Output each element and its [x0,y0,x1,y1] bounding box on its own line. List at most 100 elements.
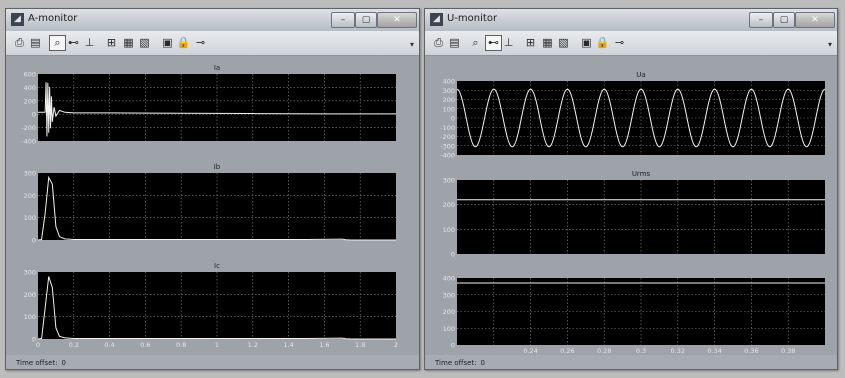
y-tick-label: 100 [443,105,455,113]
axes-title: Ib [214,163,221,171]
axes-title: Ia [214,64,220,72]
y-tick-label: 300 [443,291,455,299]
zoom-y-icon[interactable]: ⊥ [503,36,514,49]
u-monitor-window: ◢ U-monitor – ▢ ✕ ⎙ ▤ ⌕ ⊷ ⊥ ⊞ ▦ ▧ ▣ 🔒 ⊸ … [424,8,838,370]
toolbar-chevron-icon[interactable]: ▾ [827,40,832,49]
x-tick-label: 1.4 [283,341,293,349]
x-tick-label: 1 [215,341,219,349]
window-title: A-monitor [28,13,78,24]
scope-axes: 400 300 200 100 0 0.24 0.26 0.28 0.3 0.32 0.34 0.36… [443,275,825,355]
x-tick-label: 0.8 [176,341,186,349]
save-axes-icon[interactable]: ▦ [123,36,134,49]
y-tick-label: 300 [443,87,455,95]
x-tick-label: 0.34 [707,347,721,355]
y-tick-label: -200 [21,124,36,132]
minimize-button[interactable]: – [749,12,773,28]
scope-toolbar: ⎙ ▤ ⌕ ⊷ ⊥ ⊞ ▦ ▧ ▣ 🔒 ⊸ ▾ [425,31,837,56]
a-monitor-plots: Ia6004002000-200-400Ib3002001000Ic300200… [21,64,398,349]
time-offset: Time offset: 0 [431,359,485,367]
signal-trace [37,276,396,340]
print-preview-icon[interactable]: ▤ [449,36,460,49]
window-title: U-monitor [447,13,498,24]
print-icon[interactable]: ⎙ [15,36,24,49]
close-button[interactable]: ✕ [795,12,835,28]
x-tick-label: 1.2 [248,341,258,349]
y-tick-label: 600 [24,71,36,79]
zoom-icon[interactable]: ⌕ [472,36,479,49]
y-tick-label: 0 [32,111,36,119]
axes-title: Ua [636,71,645,79]
lock-icon[interactable]: 🔒 [176,36,191,49]
restore-axes-icon[interactable]: ▧ [558,36,569,49]
title-bar[interactable]: ◢ A-monitor – ▢ ✕ [6,9,419,31]
y-tick-label: 300 [443,177,455,185]
scope-app-icon: ◢ [11,13,24,26]
y-tick-label: 0 [451,115,455,123]
select-signals-icon[interactable]: ⊸ [195,36,206,49]
y-tick-label: 0 [451,342,455,350]
scope-axes: Ic 300 200 100 00 0.2 0.4 0.6 0.8 1 1.2 1.4 1.6 1.8 2 [24,262,398,349]
scope-axes: Ia 600 400 200 0 -200 -400 [21,64,396,146]
toolbar-chevron-icon[interactable]: ▾ [409,40,414,49]
plot-area: Ua 400 300 200 100 0 -100 -200 -300 -400 Urms 300 20… [425,56,837,355]
x-tick-label: 0 [36,341,40,349]
print-icon[interactable]: ⎙ [434,36,443,49]
y-tick-label: 200 [443,308,455,316]
parameters-icon[interactable]: ▣ [162,36,173,49]
signal-trace [38,82,396,137]
time-offset-value: 0 [480,359,485,367]
y-tick-label: 200 [24,291,36,299]
y-tick-label: 300 [24,269,36,277]
axes-background [457,81,825,155]
scope-toolbar: ⎙ ▤ ⌕ ⊷ ⊥ ⊞ ▦ ▧ ▣ 🔒 ⊸ ▾ [6,31,419,56]
y-tick-label: 200 [24,97,36,105]
x-tick-label: 0.38 [781,347,795,355]
maximize-button[interactable]: ▢ [355,12,377,28]
x-tick-label: 0.24 [523,347,537,355]
maximize-button[interactable]: ▢ [773,12,795,28]
axes-title: Urms [632,170,651,178]
plot-area: Ia 600 400 200 0 -200 -400 Ib 300 200 100 0 Ic 300 200… [6,56,419,355]
select-signals-icon[interactable]: ⊸ [614,36,625,49]
x-tick-label: 0.36 [744,347,758,355]
lock-icon[interactable]: 🔒 [595,36,610,49]
time-offset-label: Time offset: [16,359,58,367]
x-tick-label: 2 [394,341,398,349]
zoom-y-icon[interactable]: ⊥ [84,36,95,49]
x-tick-label: 1.8 [355,341,365,349]
signal-trace [37,175,396,241]
save-axes-icon[interactable]: ▦ [542,36,553,49]
title-bar[interactable]: ◢ U-monitor – ▢ ✕ [425,9,837,31]
y-tick-label: 200 [24,192,36,200]
axes-title: Ic [214,262,220,270]
y-tick-label: -400 [21,138,36,146]
y-tick-label: 100 [24,313,36,321]
scope-app-icon: ◢ [430,13,443,26]
zoom-icon[interactable]: ⌕ [49,35,66,51]
y-tick-label: 0 [32,237,36,245]
close-button[interactable]: ✕ [377,12,417,28]
scope-axes: Ib 300 200 100 0 [24,163,396,245]
y-tick-label: -400 [440,152,455,160]
time-offset-label: Time offset: [435,359,477,367]
parameters-icon[interactable]: ▣ [581,36,592,49]
signal-trace [456,88,826,148]
restore-axes-icon[interactable]: ▧ [139,36,150,49]
x-tick-label: 0.28 [597,347,611,355]
y-tick-label: 400 [24,84,36,92]
x-tick-label: 0.32 [671,347,685,355]
x-tick-label: 0.3 [636,347,646,355]
a-monitor-window: ◢ A-monitor – ▢ ✕ ⎙ ▤ ⌕ ⊷ ⊥ ⊞ ▦ ▧ ▣ 🔒 ⊸ … [5,8,420,370]
minimize-button[interactable]: – [331,12,355,28]
y-tick-label: -200 [440,133,455,141]
axes-background [457,180,825,254]
x-tick-label: 0.26 [560,347,574,355]
y-tick-label: 100 [443,325,455,333]
x-tick-label: 0.4 [104,341,114,349]
autoscale-icon[interactable]: ⊞ [525,36,536,49]
print-preview-icon[interactable]: ▤ [30,36,41,49]
autoscale-icon[interactable]: ⊞ [106,36,117,49]
zoom-x-icon[interactable]: ⊷ [485,35,502,51]
zoom-x-icon[interactable]: ⊷ [68,36,79,49]
